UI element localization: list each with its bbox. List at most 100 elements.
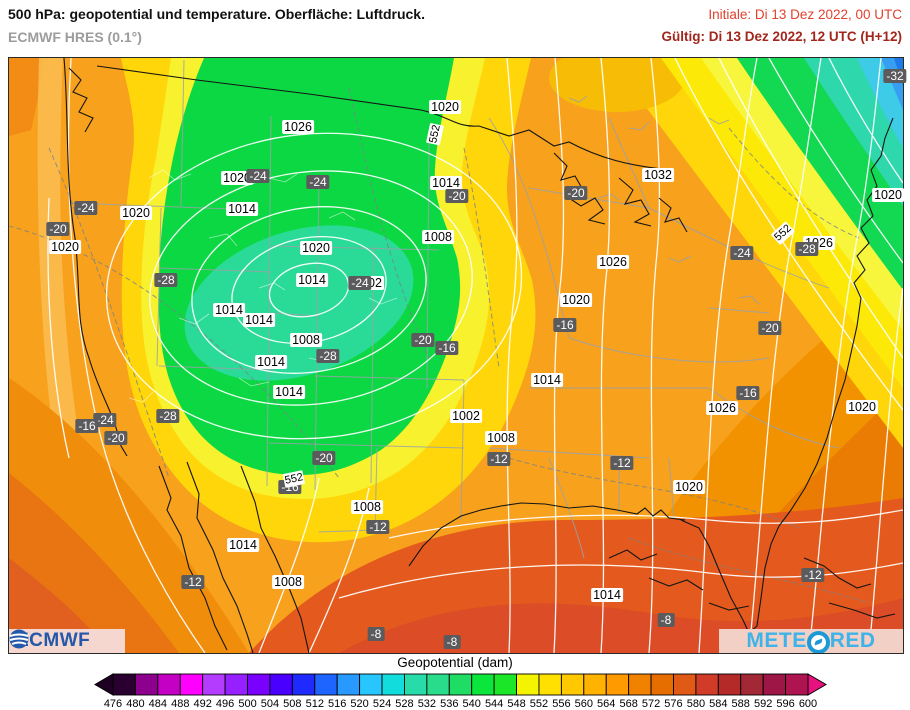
pressure-label: 1020 xyxy=(49,240,81,254)
valid-time: Gültig: Di 13 Dez 2022, 12 UTC (H+12) xyxy=(661,29,902,44)
colorbar-tick: 592 xyxy=(754,698,772,710)
colorbar-segment xyxy=(157,673,181,696)
colorbar-tick: 504 xyxy=(261,698,279,710)
weather-map: 1026 1020 1032 1020 1026 1020 1020 1020 1014 1020… xyxy=(8,57,907,654)
temperature-label: -20 xyxy=(445,189,469,203)
model-name: ECMWF HRES (0.1°) xyxy=(8,29,142,45)
colorbar-segment xyxy=(448,673,473,696)
temperature-label: -28 xyxy=(795,242,819,256)
colorbar-tick: 576 xyxy=(664,698,682,710)
colorbar-tick: 508 xyxy=(283,698,301,710)
colorbar-segment xyxy=(134,673,159,696)
colorbar-tick: 528 xyxy=(395,698,413,710)
colorbar-tick: 556 xyxy=(552,698,570,710)
colorbar-segment xyxy=(202,673,226,696)
pressure-label: 1002 xyxy=(450,409,482,423)
pressure-label: 1020 xyxy=(872,188,904,202)
pressure-label: 1014 xyxy=(591,588,623,602)
temperature-label: -12 xyxy=(487,452,511,466)
meteored-o-icon xyxy=(806,630,830,653)
pressure-label: 1020 xyxy=(300,241,332,255)
colorbar-segment xyxy=(583,673,607,696)
temperature-label: -16 xyxy=(736,386,760,400)
colorbar-segment xyxy=(291,673,316,696)
colorbar-tick: 524 xyxy=(373,698,391,710)
colorbar-segment xyxy=(471,673,495,696)
temperature-label: -12 xyxy=(801,568,825,582)
temperature-label: -24 xyxy=(246,169,270,183)
pressure-label: 1020 xyxy=(429,100,461,114)
temperature-label: -28 xyxy=(154,273,178,287)
pressure-label: 1032 xyxy=(642,168,674,182)
colorbar-tick: 540 xyxy=(463,698,481,710)
colorbar-segment xyxy=(560,673,585,696)
colorbar-tick: 596 xyxy=(776,698,794,710)
pressure-label: 1026 xyxy=(706,401,738,415)
colorbar-segment xyxy=(381,673,405,696)
colorbar-segment xyxy=(673,673,697,696)
ecmwf-logo: ECMWF xyxy=(9,629,125,653)
colorbar-tick: 572 xyxy=(642,698,660,710)
pressure-label: 1026 xyxy=(282,120,314,134)
colorbar-tick: 568 xyxy=(619,698,637,710)
colorbar-tick: 588 xyxy=(732,698,750,710)
pressure-label: 1014 xyxy=(273,385,305,399)
pressure-label: 1014 xyxy=(227,538,259,552)
colorbar-segment xyxy=(628,673,652,696)
colorbar-tick: 584 xyxy=(709,698,727,710)
colorbar-tick: 512 xyxy=(306,698,324,710)
colorbar-segment xyxy=(179,673,204,696)
pressure-label: 1014 xyxy=(430,176,462,190)
colorbar-segment xyxy=(740,673,764,696)
temperature-label: -24 xyxy=(348,276,372,290)
temperature-label: -16 xyxy=(553,318,577,332)
colorbar-tick: 516 xyxy=(328,698,346,710)
temperature-label: -20 xyxy=(312,451,336,465)
colorbar-tick: 492 xyxy=(193,698,211,710)
meteored-logo: METE RED xyxy=(719,629,903,653)
colorbar-tick: 600 xyxy=(799,698,817,710)
colorbar-segment xyxy=(247,673,271,696)
colorbar-title: Geopotential (dam) xyxy=(397,655,513,670)
temperature-label: -24 xyxy=(74,201,98,215)
temperature-label: -8 xyxy=(443,635,461,649)
colorbar-segment xyxy=(224,673,248,696)
pressure-label: 1008 xyxy=(290,333,322,347)
colorbar-segment xyxy=(493,673,517,696)
temperature-label: -12 xyxy=(610,456,634,470)
colorbar-segment xyxy=(785,673,809,696)
colorbar-tick: 520 xyxy=(350,698,368,710)
pressure-label: 1014 xyxy=(213,303,245,317)
colorbar-segment xyxy=(605,673,630,696)
temperature-label: -12 xyxy=(366,520,390,534)
colorbar-tick: 484 xyxy=(149,698,167,710)
colorbar-segment xyxy=(112,673,136,696)
colorbar-segment xyxy=(516,673,540,696)
colorbar-tick: 560 xyxy=(575,698,593,710)
init-time: Initiale: Di 13 Dez 2022, 00 UTC xyxy=(708,7,902,22)
colorbar-segment xyxy=(426,673,450,696)
pressure-label: 1008 xyxy=(485,431,517,445)
temperature-label: -28 xyxy=(156,409,180,423)
pressure-label: 1008 xyxy=(422,230,454,244)
colorbar-segment xyxy=(650,673,674,696)
pressure-label: 1008 xyxy=(351,500,383,514)
colorbar-tick: 552 xyxy=(530,698,548,710)
pressure-label: 1014 xyxy=(255,355,287,369)
pressure-label: 1014 xyxy=(243,313,275,327)
colorbar-tick: 564 xyxy=(597,698,615,710)
temperature-label: -16 xyxy=(435,341,459,355)
colorbar-right-arrow xyxy=(807,673,827,696)
pressure-label: 1020 xyxy=(120,206,152,220)
temperature-label: -8 xyxy=(367,627,385,641)
temperature-label: -20 xyxy=(46,222,70,236)
pressure-label: 1014 xyxy=(531,373,563,387)
pressure-label: 1008 xyxy=(272,575,304,589)
colorbar-tick: 480 xyxy=(126,698,144,710)
colorbar-tick: 500 xyxy=(238,698,256,710)
temperature-label: -12 xyxy=(181,575,205,589)
temperature-label: -8 xyxy=(657,613,675,627)
colorbar-segment xyxy=(269,673,293,696)
colorbar-segment xyxy=(359,673,383,696)
